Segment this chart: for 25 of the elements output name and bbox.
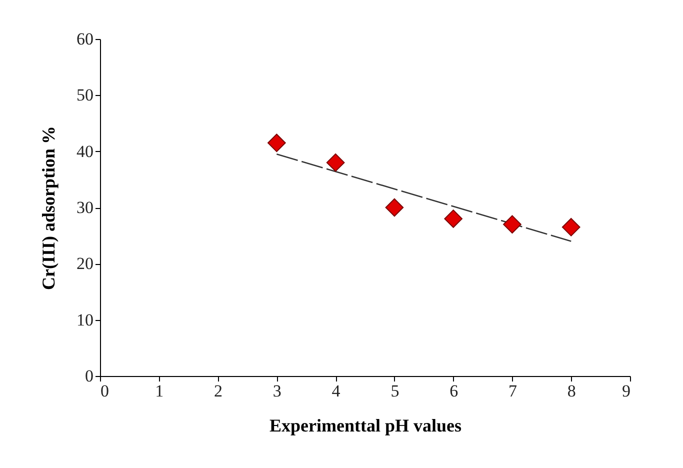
- x-tick-label: 5: [390, 382, 400, 400]
- x-tick-label: 3: [272, 382, 282, 400]
- x-axis-title: Experimenttal pH values: [270, 416, 462, 436]
- point: [385, 198, 404, 217]
- x-tick-label: 9: [622, 382, 630, 400]
- y-axis-title: Cr(III) adsorption %: [38, 126, 58, 290]
- y-tick-label: 40: [76, 142, 94, 161]
- y-tick-label: 50: [76, 86, 94, 105]
- point: [503, 215, 522, 234]
- x-tick-label: 1: [155, 382, 164, 400]
- point: [268, 134, 286, 152]
- y-tick-label: 10: [76, 310, 94, 330]
- point: [326, 153, 345, 172]
- y-tick-label: 0: [85, 366, 94, 386]
- y-tick-label: 30: [76, 198, 94, 217]
- x-tick-label: 6: [450, 382, 458, 400]
- x-tick-label: 8: [567, 382, 576, 400]
- y-tick-label: 60: [76, 30, 94, 48]
- x-tick-label: 4: [332, 382, 341, 400]
- point: [444, 210, 462, 228]
- x-tick-label: 2: [214, 382, 223, 400]
- x-tick-label: 7: [508, 382, 518, 400]
- x-tick-label: 0: [100, 382, 109, 400]
- point: [562, 218, 580, 236]
- y-tick-label: 20: [76, 254, 94, 274]
